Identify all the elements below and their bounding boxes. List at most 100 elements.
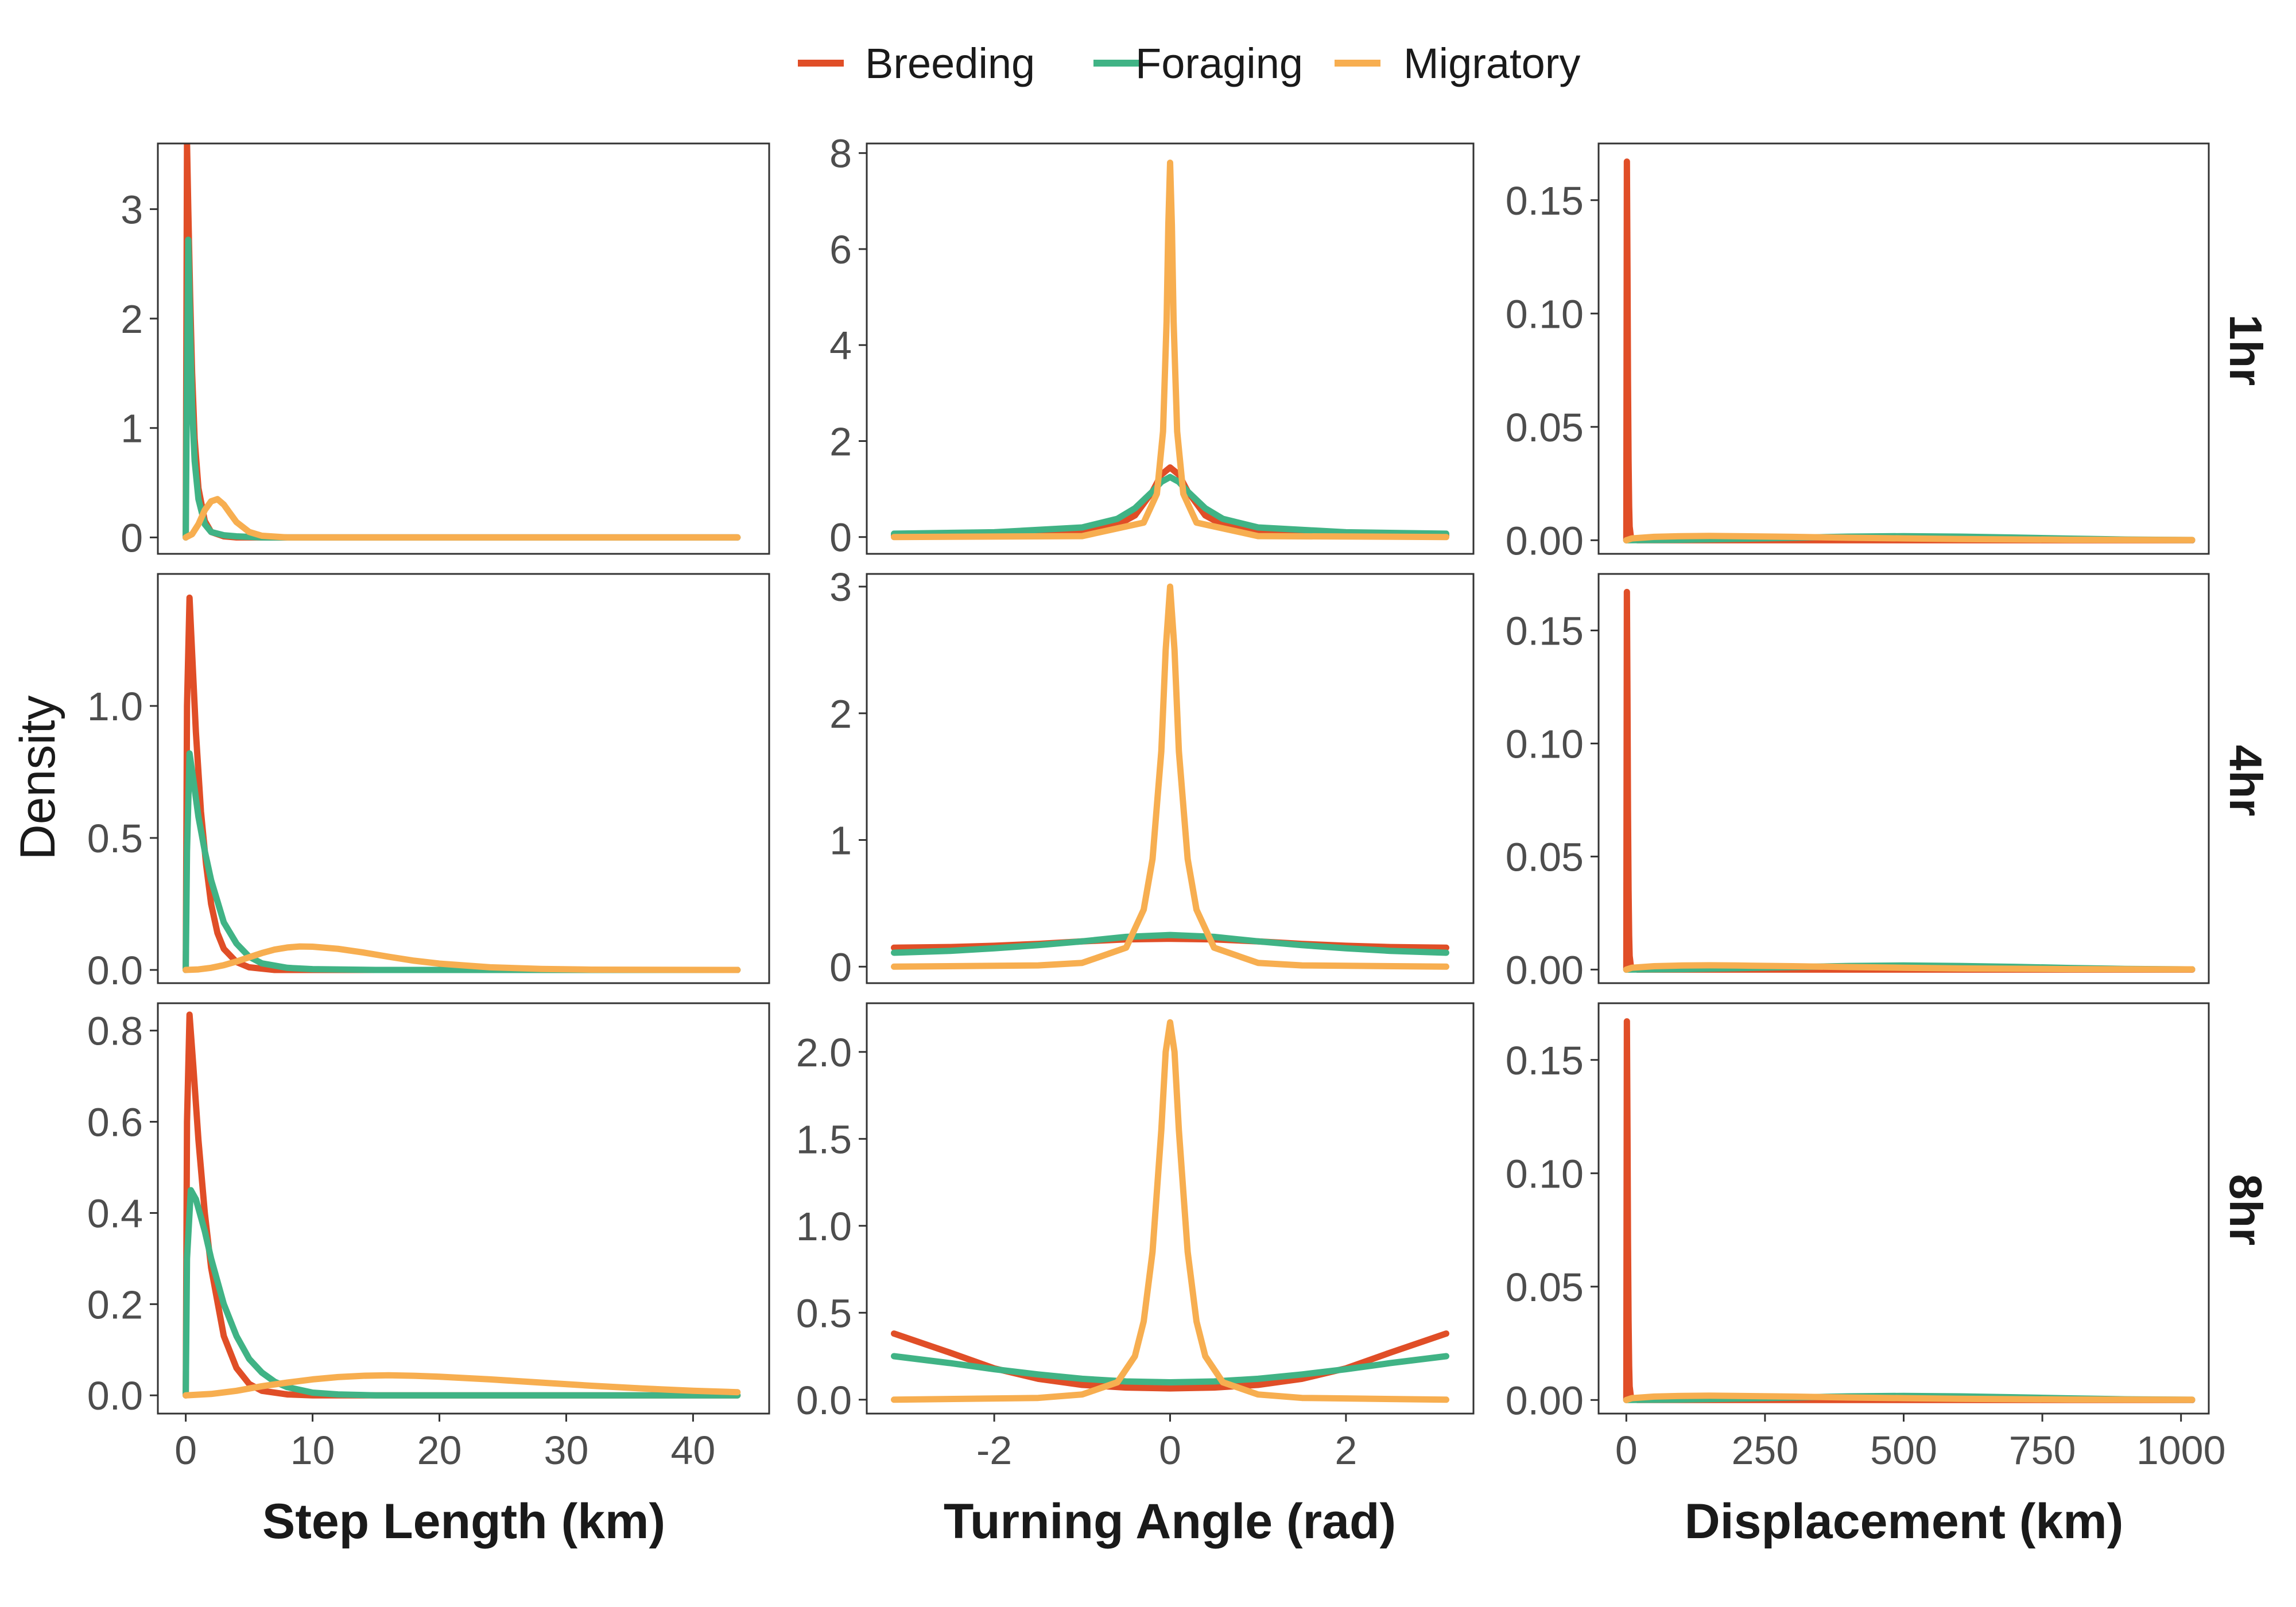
panel-4hr-displacement-km-frame: [1597, 573, 2210, 984]
panel-8hr-turning-angle-rad-ytick-label: 1.5: [796, 1117, 852, 1162]
panel-4hr-turning-angle-rad-frame: [866, 573, 1475, 984]
panel-4hr-turning-angle-rad-line-foraging: [891, 931, 1449, 956]
column-title-turning-angle: Turning Angle (rad): [944, 1494, 1396, 1549]
panel-4hr-displacement-km: 0.00 0.05 0.10 0.15: [1506, 573, 2210, 992]
panel-8hr-turning-angle-rad: 0.0 0.5 1.0 1.5 2.0 -2 0 2: [796, 1002, 1475, 1473]
panel-8hr-displacement-km-background: [1599, 1003, 2209, 1414]
panel-8hr-step-length-km-lines: [183, 1011, 741, 1399]
panel-8hr-step-length-km-ytick-label: 0.4: [87, 1191, 143, 1236]
panel-8hr-turning-angle-rad-ytick-label: 1.0: [796, 1204, 852, 1249]
panel-1hr-turning-angle-rad-frame: [866, 142, 1475, 555]
panel-1hr-turning-angle-rad-ytick-label: 8: [829, 131, 852, 176]
panel-4hr-step-length-km-ytick-label: 1.0: [87, 684, 143, 729]
panel-1hr-step-length-km-line-migratory: [183, 496, 741, 541]
panel-8hr-turning-angle-rad-lines: [891, 1019, 1449, 1403]
panel-4hr-turning-angle-rad-ytick-label: 0: [829, 945, 852, 989]
panel-1hr-step-length-km-ytick-label: 3: [121, 187, 143, 232]
panel-8hr-step-length-km-xtick-label: 10: [290, 1428, 335, 1473]
panel-8hr-displacement-km-xtick-label: 500: [1870, 1428, 1937, 1473]
row-strip-label-1hr: 1hr: [2220, 315, 2271, 386]
panel-8hr-step-length-km-line-breeding: [183, 1011, 741, 1399]
legend-label-breeding: Breeding: [865, 40, 1035, 87]
panel-4hr-step-length-km-background: [158, 574, 769, 983]
legend: Breeding Foraging Migratory: [798, 40, 1580, 87]
panel-1hr-turning-angle-rad-line-migratory: [891, 160, 1449, 541]
row-strip-label-4hr: 4hr: [2220, 745, 2271, 817]
panel-8hr-displacement-km-line-migratory: [1623, 1392, 2196, 1403]
panel-4hr-displacement-km-background: [1599, 574, 2209, 983]
panel-8hr-displacement-km-xtick-label: 1000: [2136, 1428, 2226, 1473]
panel-1hr-turning-angle-rad-lines: [891, 160, 1449, 541]
panel-4hr-turning-angle-rad-ytick-label: 3: [829, 565, 852, 610]
legend-label-migratory: Migratory: [1403, 40, 1580, 87]
panel-8hr-turning-angle-rad-ytick-label: 0.5: [796, 1291, 852, 1336]
panel-1hr-turning-angle-rad-ytick-label: 2: [829, 419, 852, 464]
panel-1hr-turning-angle-rad-line-foraging: [891, 473, 1449, 537]
panel-8hr-displacement-km-ytick-label: 0.15: [1506, 1038, 1584, 1083]
panel-8hr-step-length-km-background: [158, 1003, 769, 1414]
panel-1hr-displacement-km-ytick-label: 0.00: [1506, 518, 1584, 563]
panel-4hr-displacement-km-lines: [1623, 589, 2196, 973]
panel-8hr-step-length-km-ytick-label: 0.8: [87, 1009, 143, 1054]
panel-1hr-step-length-km-frame: [157, 142, 770, 555]
panel-4hr-displacement-km-ytick-label: 0.05: [1506, 834, 1584, 879]
panel-8hr-step-length-km: 0.0 0.2 0.4 0.6 0.8 0 10 20 30 40: [87, 1002, 770, 1473]
panel-8hr-step-length-km-ytick-label: 0.2: [87, 1282, 143, 1327]
panel-8hr-displacement-km: 0.00 0.05 0.10 0.15 0 250 500 750 1000: [1506, 1002, 2226, 1473]
panel-8hr-displacement-km-xtick-label: 0: [1615, 1428, 1638, 1473]
panel-4hr-displacement-km-ytick-label: 0.00: [1506, 948, 1584, 992]
panel-8hr-turning-angle-rad-xtick-label: -2: [976, 1428, 1012, 1473]
panel-4hr-displacement-km-ytick-label: 0.15: [1506, 608, 1584, 653]
panel-8hr-step-length-km-ytick-label: 0.0: [87, 1373, 143, 1418]
panel-8hr-turning-angle-rad-line-migratory: [891, 1019, 1449, 1403]
panel-1hr-turning-angle-rad-ytick-label: 6: [829, 227, 852, 272]
panel-grid: 0123024680.000.050.100.150.00.51.001230.…: [87, 131, 2226, 1473]
panel-8hr-step-length-km-line-foraging: [183, 1187, 741, 1399]
panel-8hr-turning-angle-rad-ytick-label: 2.0: [796, 1030, 852, 1075]
y-axis-title: Density: [10, 696, 65, 860]
panel-8hr-step-length-km-xtick-label: 40: [670, 1428, 715, 1473]
panel-8hr-displacement-km-xtick-label: 750: [2009, 1428, 2076, 1473]
panel-1hr-displacement-km-lines: [1623, 158, 2196, 544]
panel-8hr-displacement-km-ytick-label: 0.05: [1506, 1265, 1584, 1310]
panel-4hr-turning-angle-rad-ytick-label: 2: [829, 692, 852, 736]
panel-4hr-step-length-km-line-foraging: [183, 750, 741, 973]
column-title-displacement: Displacement (km): [1685, 1494, 2124, 1549]
panel-1hr-displacement-km-ytick-label: 0.10: [1506, 292, 1584, 336]
panel-1hr-step-length-km-ytick-label: 0: [121, 515, 143, 560]
panel-4hr-turning-angle-rad-lines: [891, 583, 1449, 970]
panel-8hr-turning-angle-rad-background: [867, 1003, 1473, 1414]
panel-8hr-displacement-km-ytick-label: 0.00: [1506, 1378, 1584, 1423]
legend-label-foraging: Foraging: [1135, 40, 1303, 87]
panel-1hr-step-length-km-background: [158, 143, 769, 554]
panel-4hr-displacement-km-line-migratory: [1623, 962, 2196, 973]
panel-4hr-turning-angle-rad: 0 1 2 3: [829, 565, 1475, 989]
panel-8hr-turning-angle-rad-xtick-label: 2: [1335, 1428, 1357, 1473]
panel-1hr-step-length-km-ytick-label: 1: [121, 406, 143, 451]
panel-8hr-step-length-km-xtick-label: 30: [544, 1428, 589, 1473]
panel-8hr-displacement-km-ytick-label: 0.10: [1506, 1151, 1584, 1196]
panel-1hr-displacement-km-background: [1599, 143, 2209, 554]
panel-8hr-step-length-km-xtick-label: 0: [174, 1428, 197, 1473]
panel-1hr-turning-angle-rad-ytick-label: 0: [829, 515, 852, 560]
panel-8hr-step-length-km-xtick-label: 20: [417, 1428, 462, 1473]
panel-1hr-turning-angle-rad: 0 2 4 6 8: [829, 131, 1475, 560]
panel-4hr-step-length-km-line-migratory: [183, 943, 741, 973]
panel-4hr-step-length-km-ytick-label: 0.0: [87, 948, 143, 993]
panel-1hr-step-length-km-ytick-label: 2: [121, 297, 143, 341]
panel-1hr-displacement-km-frame: [1597, 142, 2210, 555]
panel-1hr-displacement-km: 0.00 0.05 0.10 0.15: [1506, 142, 2210, 563]
panel-4hr-turning-angle-rad-ytick-label: 1: [829, 818, 852, 863]
panel-8hr-step-length-km-line-migratory: [183, 1372, 741, 1399]
panel-8hr-displacement-km-lines: [1623, 1018, 2196, 1403]
panel-4hr-step-length-km: 0.0 0.5 1.0: [87, 573, 770, 993]
row-strip-label-8hr: 8hr: [2220, 1174, 2271, 1246]
panel-4hr-step-length-km-line-breeding: [183, 594, 741, 973]
panel-1hr-displacement-km-ytick-label: 0.15: [1506, 178, 1584, 223]
panel-8hr-step-length-km-frame: [157, 1002, 770, 1415]
panel-8hr-turning-angle-rad-line-foraging: [891, 1353, 1449, 1385]
panel-1hr-step-length-km-lines: [183, 143, 741, 541]
panel-1hr-displacement-km-line-migratory: [1623, 533, 2196, 544]
panel-4hr-step-length-km-ytick-label: 0.5: [87, 816, 143, 861]
